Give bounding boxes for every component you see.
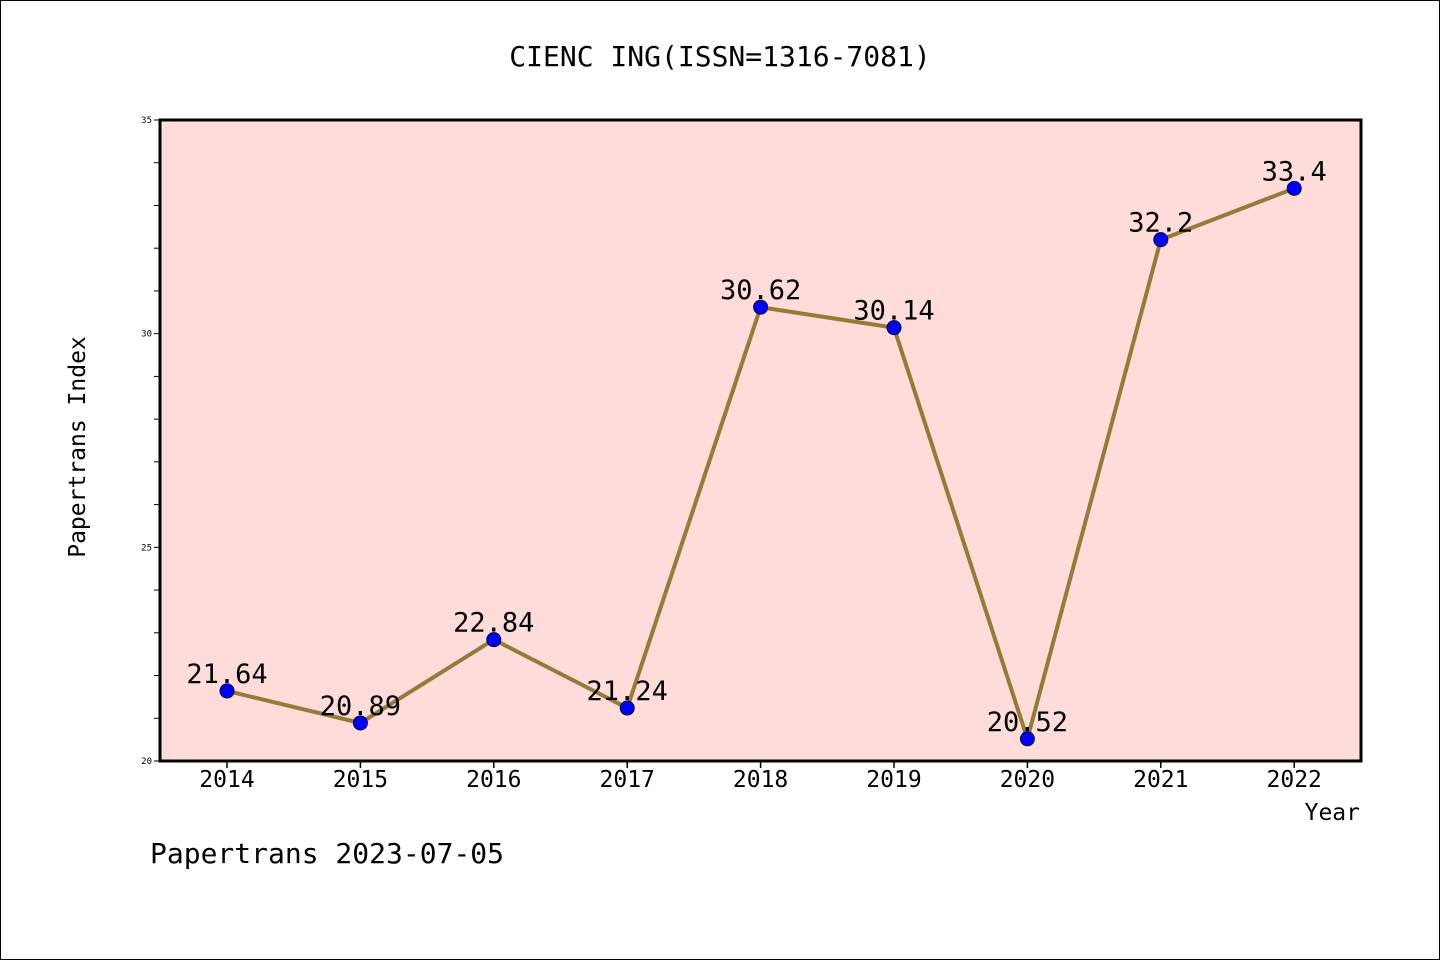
x-tick-label: 2017: [600, 767, 655, 793]
chart-title: CIENC ING(ISSN=1316-7081): [509, 40, 930, 73]
y-tick-label: 20: [141, 757, 152, 767]
y-tick-label: 25: [141, 543, 152, 553]
data-labels-layer: 21.6420.8922.8421.2430.6230.1420.5232.23…: [186, 156, 1327, 747]
data-point: [619, 700, 635, 716]
x-tick-label: 2019: [866, 767, 921, 793]
x-tick-label: 2018: [733, 767, 788, 793]
x-axis-label: Year: [1305, 800, 1360, 826]
x-tick-label: 2021: [1133, 767, 1188, 793]
data-point: [886, 320, 902, 336]
x-tick-label: 2020: [1000, 767, 1055, 793]
data-point: [219, 683, 235, 699]
data-point: [1153, 232, 1169, 248]
y-axis-label: Papertrans Index: [65, 336, 91, 558]
x-tick-label: 2016: [466, 767, 521, 793]
plot-frame: [158, 118, 1363, 763]
x-tick-label: 2015: [333, 767, 388, 793]
axes: 20 25 30 35 2014 2015 2016 2017 2018 2019 2020 2021…: [141, 116, 1322, 793]
data-point: [1019, 731, 1035, 747]
x-tick-label: 2014: [199, 767, 254, 793]
x-tick-label: 2022: [1267, 767, 1322, 793]
footer-source-date: Papertrans 2023-07-05: [150, 837, 504, 870]
data-point: [486, 632, 502, 648]
y-tick-label: 30: [141, 330, 152, 340]
y-tick-label: 35: [141, 116, 152, 126]
plot-area: [160, 120, 1361, 761]
data-point: [1286, 180, 1302, 196]
data-point: [352, 715, 368, 731]
data-point: [753, 299, 769, 315]
